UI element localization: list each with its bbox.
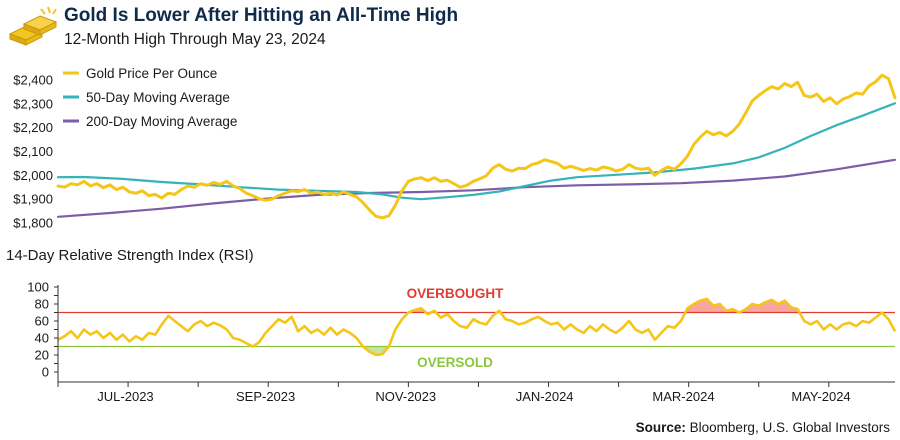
rsi-y-tick-label: 80 — [35, 297, 49, 312]
rsi-y-tick-label: 40 — [35, 331, 49, 346]
rsi-chart: OVERBOUGHT OVERSOLD 0 20 40 60 80 100 JUL-2023 SE… — [27, 280, 897, 404]
legend-label: 200-Day Moving Average — [86, 114, 237, 129]
price-y-tick-label: $2,100 — [13, 144, 53, 159]
source-note: Source: Bloomberg, U.S. Global Investors — [636, 420, 890, 435]
x-tick-label: JUL-2023 — [97, 389, 153, 404]
rsi-panel-title: 14-Day Relative Strength Index (RSI) — [6, 247, 254, 264]
rsi-y-tick-label: 60 — [35, 314, 49, 329]
price-y-tick-label: $2,300 — [13, 96, 53, 111]
x-tick-label: MAY-2024 — [791, 389, 850, 404]
gold-bars-logo — [8, 6, 58, 46]
series-line-200-day-moving-average — [56, 158, 897, 218]
price-y-tick-label: $2,200 — [13, 120, 53, 135]
legend-label: 50-Day Moving Average — [86, 90, 230, 105]
price-chart: $1,800 $1,900 $2,000 $2,100 $2,200 $2,300 $2,4… — [13, 66, 897, 231]
price-y-tick-label: $2,000 — [13, 168, 53, 183]
series-line-gold-price-per-ounce — [56, 73, 897, 220]
overbought-fill — [739, 299, 800, 313]
chart-subtitle: 12-Month High Through May 23, 2024 — [64, 31, 326, 48]
rsi-y-tick-label: 20 — [35, 348, 49, 363]
price-y-tick-label: $2,400 — [13, 72, 53, 87]
x-tick-label: NOV-2023 — [375, 389, 436, 404]
overbought-label: OVERBOUGHT — [407, 286, 505, 301]
oversold-label: OVERSOLD — [417, 355, 493, 370]
rsi-y-tick-label: 100 — [27, 280, 49, 295]
rsi-y-tick-label: 0 — [42, 365, 49, 380]
source-label: Source: — [635, 420, 686, 435]
x-tick-label: SEP-2023 — [236, 389, 295, 404]
chart-title: Gold Is Lower After Hitting an All-Time … — [64, 5, 459, 26]
price-y-tick-label: $1,800 — [13, 216, 53, 231]
source-text: Bloomberg, U.S. Global Investors — [689, 420, 890, 435]
legend-label: Gold Price Per Ounce — [86, 66, 217, 81]
x-tick-label: MAR-2024 — [652, 389, 714, 404]
price-y-tick-label: $1,900 — [13, 192, 53, 207]
x-tick-label: JAN-2024 — [516, 389, 574, 404]
rsi-line — [57, 297, 897, 357]
